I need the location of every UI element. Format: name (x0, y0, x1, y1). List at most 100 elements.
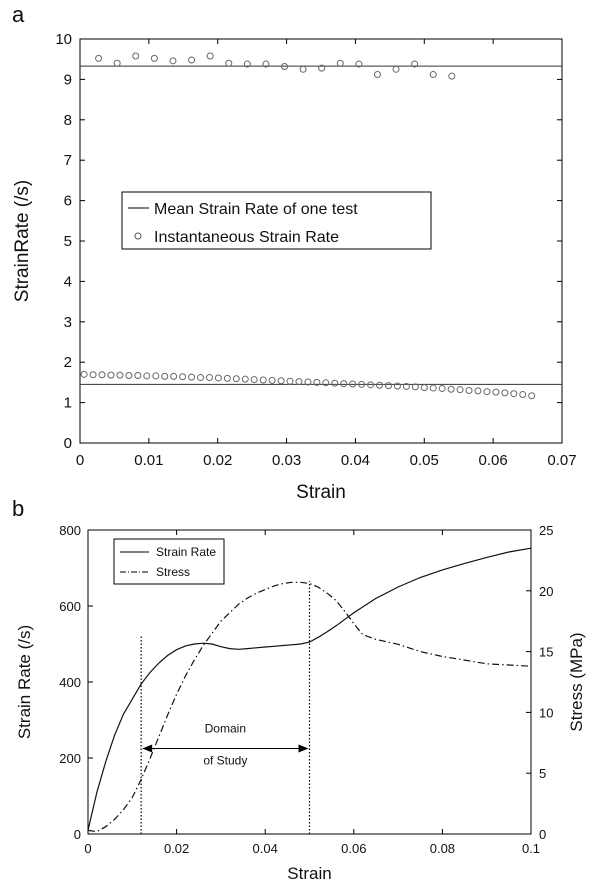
instantaneous-strain-rate-point (134, 372, 142, 380)
instantaneous-strain-rate-point (241, 375, 249, 383)
instantaneous-strain-rate-point (132, 52, 140, 60)
instantaneous-strain-rate-point (492, 388, 500, 396)
x-tick-label: 0.02 (164, 841, 189, 856)
instantaneous-strain-rate-point (501, 389, 509, 397)
x-tick-label: 0.1 (522, 841, 540, 856)
panel-b-annotation: Domain of Study (140, 581, 311, 834)
panel-b-label: b (12, 496, 24, 521)
instantaneous-strain-rate-point (411, 383, 419, 391)
panel-a-ticks: 0 0.01 0.02 0.03 0.04 0.05 0.06 0.07 0 1 2 3 4 5 6 7 8 9 1… (55, 31, 576, 469)
panel-b-marks (87, 547, 532, 833)
y-tick-label: 800 (59, 523, 81, 538)
x-tick-label: 0.06 (341, 841, 366, 856)
instantaneous-strain-rate-point (340, 380, 348, 388)
y-tick-label: 3 (64, 314, 72, 331)
legend-label-instantaneous-strain-rate: Instantaneous Strain Rate (154, 229, 339, 246)
y-tick-label: 0 (74, 827, 81, 842)
instantaneous-strain-rate-point (95, 54, 103, 62)
y2-tick-label: 10 (539, 705, 553, 720)
strain-rate-line (87, 547, 532, 831)
panel-a-ylabel: StrainRate (/s) (12, 180, 33, 302)
instantaneous-strain-rate-point (281, 62, 289, 70)
y-tick-label: 0 (64, 435, 72, 452)
y-tick-label: 1 (64, 395, 72, 412)
y-tick-label: 5 (64, 233, 72, 250)
y-tick-label: 8 (64, 112, 72, 129)
x-tick-label: 0.01 (134, 452, 163, 469)
x-tick-label: 0.05 (410, 452, 439, 469)
instantaneous-strain-rate-point (113, 59, 121, 67)
legend-label-strain-rate: Strain Rate (156, 545, 216, 559)
instantaneous-strain-rate-point (225, 59, 233, 67)
y-tick-label: 400 (59, 675, 81, 690)
legend-label-mean-strain-rate: Mean Strain Rate of one test (154, 201, 358, 218)
instantaneous-strain-rate-point (295, 378, 303, 386)
instantaneous-strain-rate-point (125, 372, 133, 380)
domain-label-line2: of Study (203, 754, 247, 768)
instantaneous-strain-rate-point (376, 381, 384, 389)
x-tick-label: 0 (84, 841, 91, 856)
y2-tick-label: 25 (539, 523, 553, 538)
instantaneous-strain-rate-point (519, 391, 527, 399)
instantaneous-strain-rate-point (277, 377, 285, 385)
instantaneous-strain-rate-point (349, 380, 357, 388)
instantaneous-strain-rate-point (373, 71, 381, 79)
instantaneous-strain-rate-point (161, 372, 169, 380)
instantaneous-strain-rate-point (205, 374, 213, 382)
instantaneous-strain-rate-point (170, 372, 178, 380)
instantaneous-strain-rate-point (420, 384, 428, 392)
instantaneous-strain-rate-point (355, 60, 363, 68)
instantaneous-strain-rate-point (143, 372, 151, 380)
instantaneous-strain-rate-point (206, 52, 214, 60)
instantaneous-strain-rate-point (268, 376, 276, 384)
instantaneous-strain-rate-point (152, 372, 160, 380)
instantaneous-strain-rate-point (465, 386, 473, 394)
domain-arrow-head-right (298, 744, 309, 753)
panel-b-ylabel: Strain Rate (/s) (15, 625, 34, 739)
y-tick-label: 6 (64, 193, 72, 210)
instantaneous-strain-rate-point (259, 376, 267, 384)
stress-line (87, 581, 532, 833)
panel-b: b Strain Rate (/s) Stress (MPa) Strain 0… (12, 496, 586, 883)
instantaneous-strain-rate-point (80, 370, 88, 378)
instantaneous-strain-rate-point (243, 60, 251, 68)
y-tick-label: 2 (64, 354, 72, 371)
y2-tick-label: 15 (539, 645, 553, 660)
instantaneous-strain-rate-point (313, 378, 321, 386)
y-tick-label: 9 (64, 71, 72, 88)
instantaneous-strain-rate-point (358, 380, 366, 388)
instantaneous-strain-rate-point (223, 374, 231, 382)
y-tick-label: 4 (64, 273, 72, 290)
instantaneous-strain-rate-point (322, 379, 330, 387)
instantaneous-strain-rate-point (438, 384, 446, 392)
domain-label-line1: Domain (205, 722, 246, 736)
instantaneous-strain-rate-point (214, 374, 222, 382)
instantaneous-strain-rate-point (393, 382, 401, 390)
y2-tick-label: 20 (539, 584, 553, 599)
instantaneous-strain-rate-point (411, 60, 419, 68)
instantaneous-strain-rate-point (98, 371, 106, 379)
instantaneous-strain-rate-point (318, 64, 326, 72)
x-tick-label: 0 (76, 452, 84, 469)
x-tick-label: 0.07 (547, 452, 576, 469)
panel-b-legend-box (113, 538, 225, 585)
instantaneous-strain-rate-point (232, 375, 240, 383)
instantaneous-strain-rate-point (474, 387, 482, 395)
instantaneous-strain-rate-point (528, 392, 536, 400)
instantaneous-strain-rate-point (169, 57, 177, 65)
panel-a-xlabel: Strain (296, 482, 346, 503)
instantaneous-strain-rate-point (107, 371, 115, 379)
y-tick-label: 200 (59, 751, 81, 766)
instantaneous-strain-rate-point (429, 71, 437, 79)
instantaneous-strain-rate-point (150, 54, 158, 62)
y-tick-label: 10 (55, 31, 72, 48)
x-tick-label: 0.02 (203, 452, 232, 469)
x-tick-label: 0.06 (479, 452, 508, 469)
instantaneous-strain-rate-point (197, 374, 204, 382)
instantaneous-strain-rate-point (262, 60, 270, 68)
instantaneous-strain-rate-point (299, 65, 307, 73)
panel-b-ticks: 0 0.02 0.04 0.06 0.08 0.102004006008000510152… (59, 523, 553, 856)
legend-circle-swatch (134, 232, 142, 240)
instantaneous-strain-rate-point (384, 382, 392, 390)
